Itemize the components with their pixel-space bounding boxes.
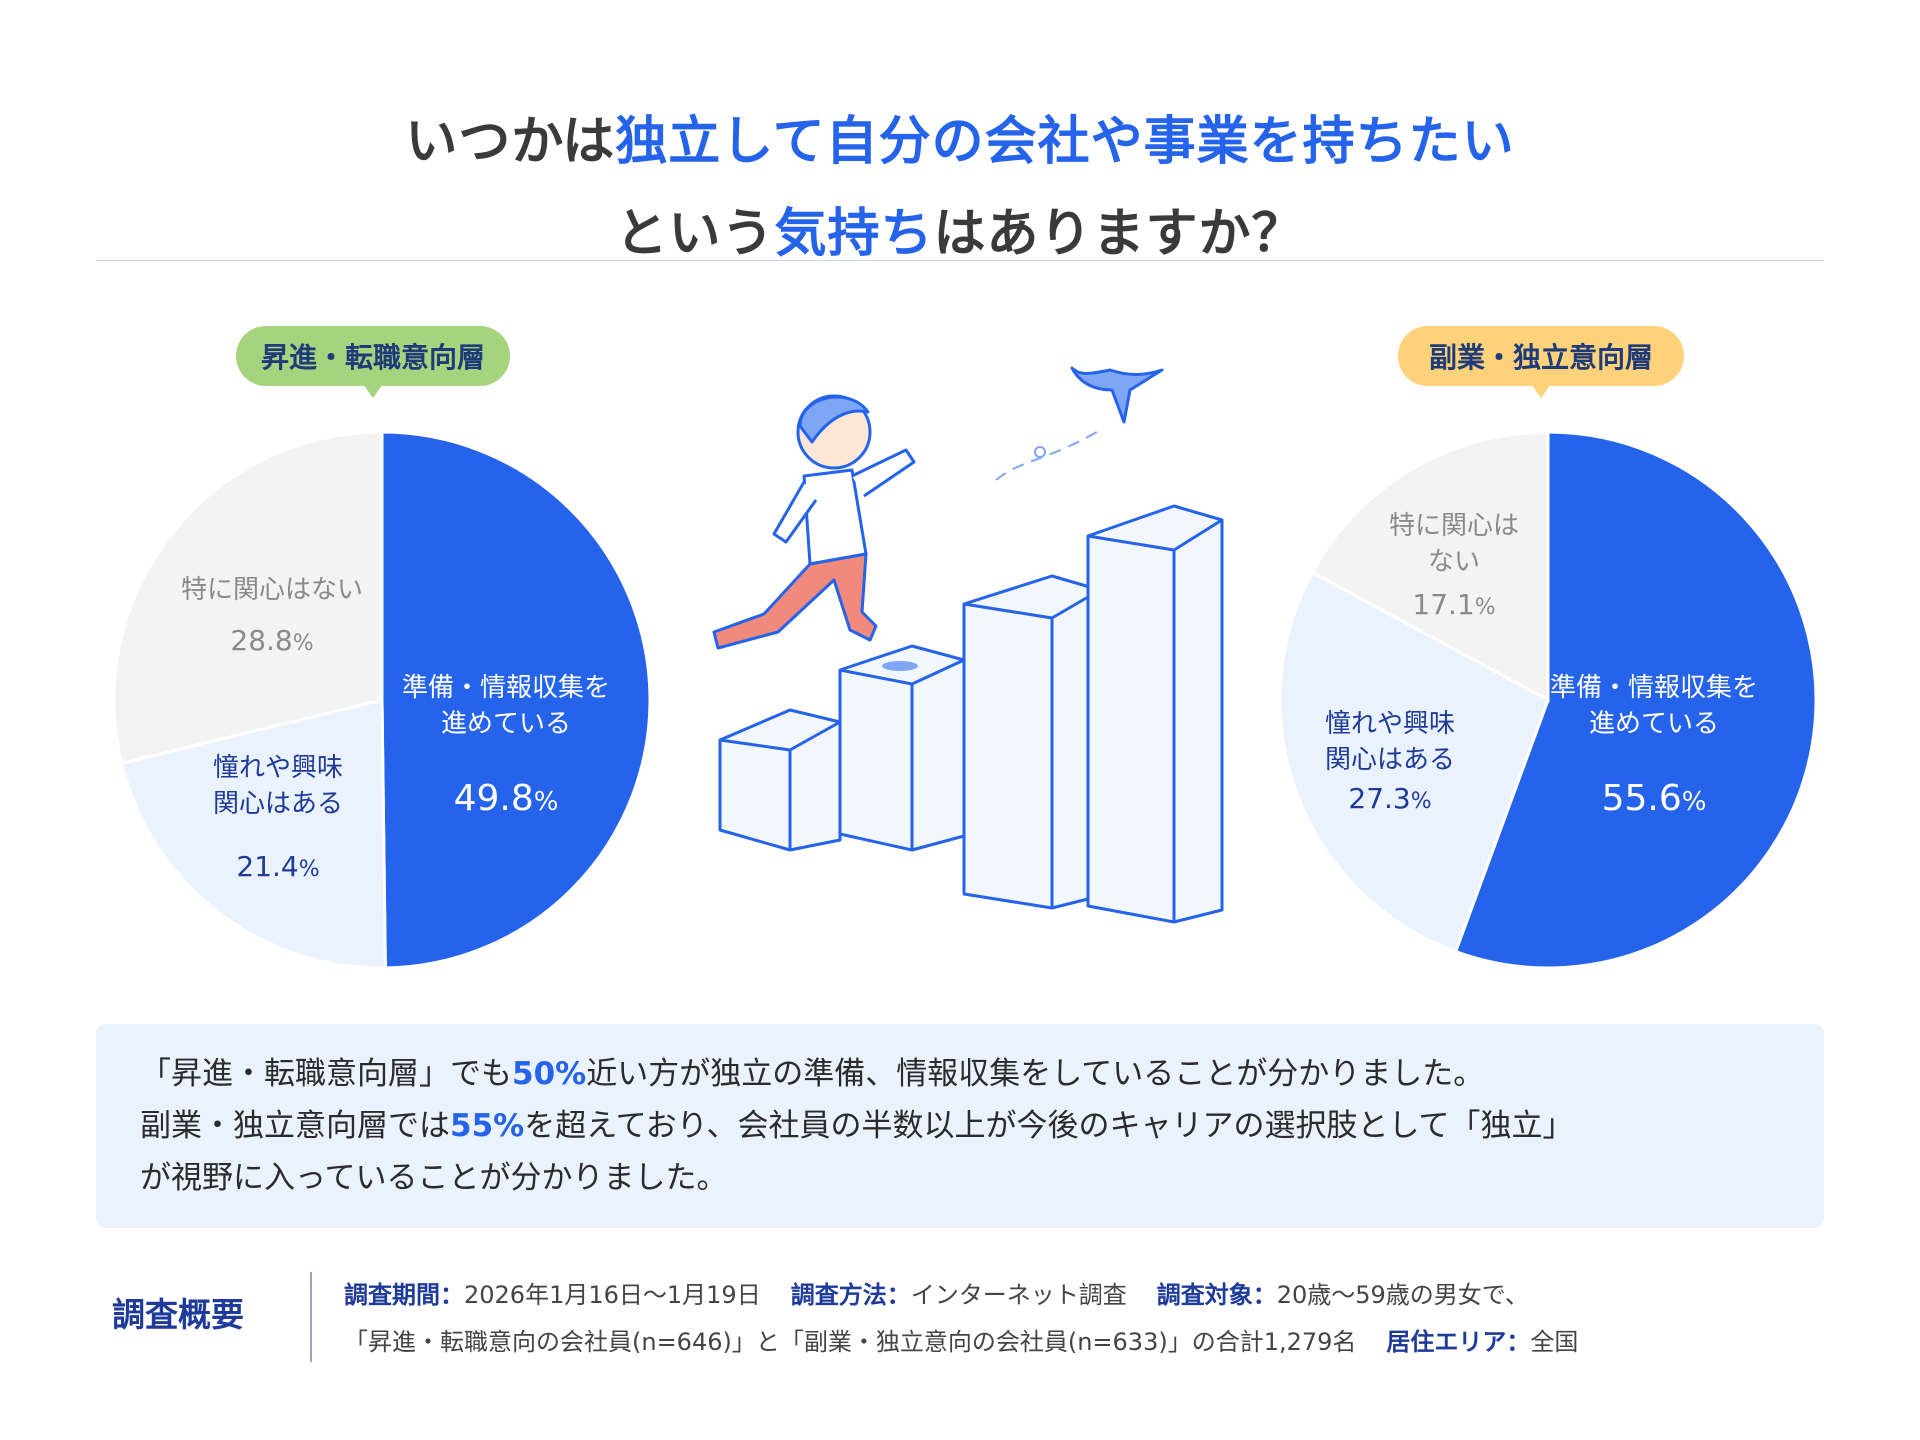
slice-value: 17.1% [1412, 588, 1495, 621]
survey-method-value: インターネット調査 [910, 1281, 1127, 1309]
summary-box: 「昇進・転職意向層」でも50%近い方が独立の準備、情報収集をしていることが分かり… [96, 1024, 1824, 1228]
bird-icon [1070, 366, 1164, 424]
slice-label: 特に関心は [1389, 511, 1519, 541]
summary-text: 近い方が独立の準備、情報収集をしていることが分かりました。 [586, 1056, 1485, 1092]
summary-text: 「昇進・転職意向層」でも [140, 1056, 512, 1092]
slice-value: 55.6% [1602, 778, 1707, 819]
title-line-1: いつかは独立して自分の会社や事業を持ちたい [0, 96, 1920, 188]
summary-highlight: 55% [450, 1108, 525, 1144]
survey-method-key: 調査方法： [790, 1281, 911, 1309]
title-highlight: 独立して自分の会社や事業を持ちたい [615, 112, 1515, 172]
climbing-stairs-illustration [712, 366, 1224, 924]
survey-divider [310, 1272, 312, 1362]
slice-label: 憧れや興味 [1325, 709, 1455, 739]
slice-label: ない [1428, 547, 1480, 577]
survey-period-value: 2026年1月16日〜1月19日 [464, 1281, 761, 1309]
summary-line-2: 副業・独立意向層では55%を超えており、会社員の半数以上が今後のキャリアの選択肢… [140, 1100, 1780, 1152]
badge-promotion-group: 昇進・転職意向層 [236, 326, 510, 398]
badge-sidejob-group: 副業・独立意向層 [1398, 326, 1684, 398]
pie-slice [112, 430, 384, 766]
summary-line-1: 「昇進・転職意向層」でも50%近い方が独立の準備、情報収集をしていることが分かり… [140, 1048, 1780, 1100]
step-box-4 [1086, 504, 1224, 924]
survey-details: 調査期間：2026年1月16日〜1月19日 調査方法：インターネット調査 調査対象：… [344, 1272, 1578, 1366]
title-line-2: という気持ちはありますか？ [0, 188, 1920, 280]
survey-line-1: 調査期間：2026年1月16日〜1月19日 調査方法：インターネット調査 調査対象：… [344, 1272, 1578, 1319]
title-highlight: 気持ち [774, 204, 934, 264]
title-text: はありますか？ [933, 204, 1305, 264]
pie-slice [1453, 430, 1818, 970]
pie-slice [1310, 430, 1550, 703]
slice-value: 28.8% [230, 624, 313, 657]
slice-label: 進めている [1589, 709, 1719, 739]
slice-label: 準備・情報収集を [402, 673, 610, 703]
title-text: いつかは [405, 112, 616, 172]
step-box-1 [718, 708, 842, 852]
pie-slice [119, 698, 387, 970]
survey-area-value: 全国 [1530, 1328, 1579, 1356]
summary-highlight: 50% [512, 1056, 587, 1092]
title-divider [96, 260, 1824, 261]
step-box-3 [962, 574, 1102, 910]
step-box-2 [838, 644, 966, 852]
survey-area-key: 居住エリア： [1386, 1328, 1531, 1356]
survey-target-detail: 「昇進・転職意向の会社員(n=646)」と「副業・独立意向の会社員(n=633)… [344, 1328, 1357, 1356]
running-boy-icon [712, 394, 916, 650]
summary-line-3: が視野に入っていることが分かりました。 [140, 1160, 728, 1196]
survey-target-value: 20歳〜59歳の男女で、 [1276, 1281, 1529, 1309]
title-text: という [615, 204, 775, 264]
slice-value: 27.3% [1348, 782, 1431, 815]
survey-line-2: 「昇進・転職意向の会社員(n=646)」と「副業・独立意向の会社員(n=633)… [344, 1319, 1578, 1366]
survey-target-key: 調査対象： [1156, 1281, 1277, 1309]
slice-value: 21.4% [236, 850, 319, 883]
page-title: いつかは独立して自分の会社や事業を持ちたい という気持ちはありますか？ [0, 96, 1920, 280]
slice-label: 関心はある [1325, 745, 1455, 775]
slice-label: 関心はある [213, 789, 343, 819]
survey-period-key: 調査期間： [344, 1281, 464, 1309]
summary-text: を超えており、会社員の半数以上が今後のキャリアの選択肢として「独立」 [524, 1108, 1574, 1144]
slice-label: 憧れや興味 [213, 753, 343, 783]
slice-label: 進めている [441, 709, 571, 739]
pie-slice [380, 430, 652, 970]
slice-value: 49.8% [454, 778, 559, 819]
summary-text: 副業・独立意向層では [140, 1108, 450, 1144]
survey-title: 調査概要 [112, 1295, 244, 1334]
pie-slice [1278, 570, 1550, 954]
slice-label: 準備・情報収集を [1550, 673, 1758, 703]
slice-label: 特に関心はない [181, 575, 363, 605]
